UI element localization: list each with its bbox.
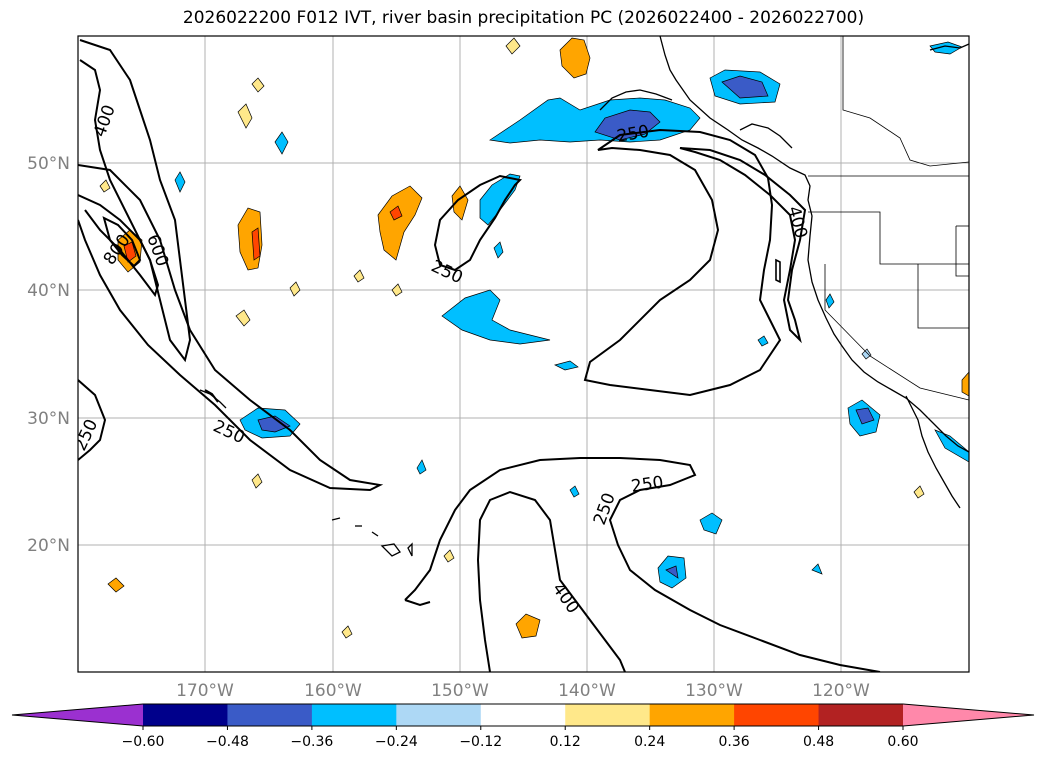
colorbar-tick-label: 0.12 (550, 734, 581, 750)
colorbar-tick-label: 0.24 (634, 734, 665, 750)
lon-label-140w: 140°W (558, 681, 616, 701)
colorbar-segment (143, 704, 228, 726)
colorbar: −0.60 −0.48 −0.36 −0.24 −0.12 0.12 0.24 0.36 0.4… (11, 703, 1035, 750)
colorbar-segment (227, 704, 313, 726)
lon-label-160w: 160°W (304, 681, 362, 701)
colorbar-extend-high (903, 704, 1034, 726)
lon-label-150w: 150°W (431, 681, 489, 701)
colorbar-tick-label: −0.24 (375, 734, 418, 750)
lat-label-30n: 30°N (27, 409, 70, 429)
colorbar-segment (565, 704, 651, 726)
colorbar-tick-label: −0.48 (206, 734, 249, 750)
colorbar-extend-low (12, 704, 143, 726)
map-title: 2026022200 F012 IVT, river basin precipi… (182, 8, 865, 28)
colorbar-segment (734, 704, 820, 726)
lat-label-20n: 20°N (27, 536, 70, 556)
colorbar-segment (396, 704, 482, 726)
contour-label: 250 (630, 473, 665, 497)
colorbar-tick-label: 0.36 (719, 734, 750, 750)
colorbar-tick-label: 0.60 (887, 734, 918, 750)
colorbar-segment (818, 704, 904, 726)
ivt-contours (78, 39, 881, 672)
state-borders (808, 36, 969, 401)
lon-label-120w: 120°W (812, 681, 870, 701)
colorbar-tick-label: 0.48 (803, 734, 834, 750)
lat-label-40n: 40°N (27, 281, 70, 301)
map-frame (77, 35, 970, 673)
colorbar-tick-label: −0.60 (122, 734, 165, 750)
lat-label-50n: 50°N (27, 154, 70, 174)
coastlines (199, 36, 969, 557)
lon-label-170w: 170°W (176, 681, 234, 701)
longitude-labels: 170°W 160°W 150°W 140°W 130°W 120°W (176, 681, 870, 701)
lon-label-130w: 130°W (685, 681, 743, 701)
colorbar-tick-label: −0.12 (459, 734, 502, 750)
colorbar-segment (480, 704, 566, 726)
colorbar-segment (649, 704, 735, 726)
colorbar-tick-label: −0.36 (290, 734, 333, 750)
colorbar-segment (311, 704, 397, 726)
latitude-labels: 20°N 30°N 40°N 50°N (27, 154, 70, 556)
